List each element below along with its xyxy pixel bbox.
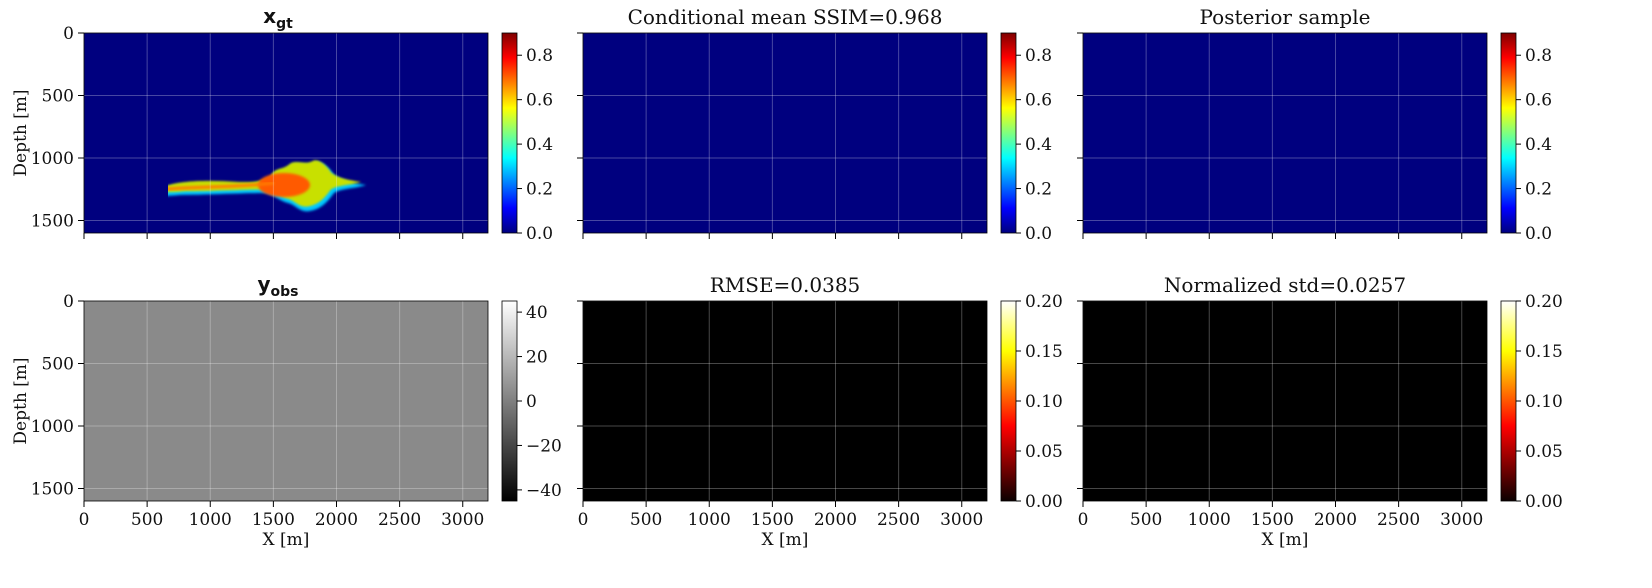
colorbar-tick-label-1: 0.2	[1025, 180, 1052, 200]
x-tick-label-3000: 3000	[1440, 510, 1483, 530]
x-tick-label-0: 0	[578, 510, 589, 530]
plume-streak	[168, 181, 275, 191]
panel-title: RMSE=0.0385	[710, 273, 861, 297]
image-background	[583, 301, 987, 501]
x-tick-label-2500: 2500	[1377, 510, 1420, 530]
colorbar-tick-label-0: 0.00	[1025, 492, 1063, 512]
x-tick-label-2000: 2000	[1314, 510, 1357, 530]
image-background	[1083, 33, 1487, 233]
colorbar-tick-label-4: 0.8	[1025, 46, 1052, 66]
panel-rmse: 0 500 1000 1500 2000 2500 3000 X [m] RMSE=0.0385…	[577, 273, 1063, 550]
x-tick-label-1000: 1000	[189, 510, 232, 530]
colorbar-tick-label-2: 0.10	[1525, 392, 1563, 412]
axes-frame	[1082, 32, 1488, 234]
colorbar-tick-label-2: 0.4	[526, 135, 553, 155]
panel-title: Posterior sample	[1200, 5, 1371, 29]
image-background	[84, 301, 488, 501]
colorbar	[1000, 32, 1017, 234]
y-tick-label-500: 500	[42, 355, 74, 375]
y-tick-label-500: 500	[42, 87, 74, 107]
colorbar	[1000, 300, 1017, 502]
x-tick-label-500: 500	[630, 510, 662, 530]
colorbar-tick-label-3: 20	[526, 348, 548, 368]
x-tick-label-0: 0	[1078, 510, 1089, 530]
colorbar-tick-label-0: −40	[526, 481, 562, 501]
x-tick-label-500: 500	[131, 510, 163, 530]
colorbar-tick-label-4: 0.8	[1525, 46, 1552, 66]
axes-frame	[83, 32, 489, 234]
x-tick-label-2000: 2000	[315, 510, 358, 530]
y-tick-label-0: 0	[63, 292, 74, 312]
colorbar-tick-label-3: 0.6	[526, 91, 553, 111]
colorbar-tick-label-0: 0.0	[1525, 224, 1552, 244]
y-tick-label-1000: 1000	[31, 417, 74, 437]
axes-frame	[83, 300, 489, 502]
x-axis-label: X [m]	[263, 530, 310, 550]
panel-xgt: 0 500 1000 1500 Depth [m] xgt 0.0 0.2 0.4 0.6 0.8	[11, 4, 553, 244]
x-tick-label-1000: 1000	[1188, 510, 1231, 530]
panel-psample: Posterior sample 0.0 0.2 0.4 0.6 0.8	[1077, 5, 1552, 244]
panel-yobs: 0 500 1000 1500 2000 2500 3000 0 500 1000 1500 Dept…	[11, 272, 562, 550]
panel-title: Conditional mean SSIM=0.968	[628, 5, 943, 29]
colorbar-tick-label-0: 0.0	[1025, 224, 1052, 244]
x-tick-label-3000: 3000	[940, 510, 983, 530]
image-background	[1083, 301, 1487, 501]
y-axis-label: Depth [m]	[11, 89, 31, 176]
colorbar-tick-label-1: 0.2	[526, 180, 553, 200]
colorbar-tick-label-0: 0.0	[526, 224, 553, 244]
x-tick-label-1500: 1500	[252, 510, 295, 530]
x-tick-label-500: 500	[1130, 510, 1162, 530]
colorbar	[1500, 300, 1517, 502]
colorbar-tick-label-3: 0.15	[1525, 342, 1563, 362]
colorbar-tick-label-3: 0.6	[1025, 91, 1052, 111]
colorbar-tick-label-0: 0.00	[1525, 492, 1563, 512]
colorbar-tick-label-2: 0	[526, 392, 537, 412]
panel-cmean: Conditional mean SSIM=0.968 0.0 0.2 0.4 0.6 0…	[577, 5, 1052, 244]
x-tick-label-1000: 1000	[688, 510, 731, 530]
plume-core	[258, 173, 310, 197]
panel-title: Normalized std=0.0257	[1164, 273, 1406, 297]
panel-nstd: 0 500 1000 1500 2000 2500 3000 X [m] Normalized …	[1077, 273, 1563, 550]
y-axis-label: Depth [m]	[11, 357, 31, 444]
colorbar-tick-label-1: 0.2	[1525, 180, 1552, 200]
panel-title: yobs	[257, 272, 298, 300]
colorbar-tick-label-3: 0.15	[1025, 342, 1063, 362]
image-background	[84, 33, 488, 233]
colorbar-tick-label-2: 0.10	[1025, 392, 1063, 412]
axes-frame	[582, 32, 988, 234]
colorbar-tick-label-3: 0.6	[1525, 91, 1552, 111]
colorbar-tick-label-4: 0.20	[1525, 292, 1563, 312]
x-tick-label-2500: 2500	[378, 510, 421, 530]
x-tick-label-1500: 1500	[751, 510, 794, 530]
x-tick-label-1500: 1500	[1251, 510, 1294, 530]
colorbar-tick-label-4: 0.8	[526, 46, 553, 66]
y-tick-label-0: 0	[63, 24, 74, 44]
axes-frame	[1082, 300, 1488, 502]
x-tick-label-2000: 2000	[814, 510, 857, 530]
x-tick-label-2500: 2500	[877, 510, 920, 530]
x-tick-label-3000: 3000	[441, 510, 484, 530]
x-tick-label-0: 0	[79, 510, 90, 530]
colorbar-tick-label-1: 0.05	[1025, 442, 1063, 462]
image-content	[168, 160, 366, 212]
y-tick-label-1000: 1000	[31, 149, 74, 169]
colorbar-tick-label-2: 0.4	[1525, 135, 1552, 155]
colorbar	[1500, 32, 1517, 234]
colorbar-tick-label-1: −20	[526, 436, 562, 456]
axes-frame	[582, 300, 988, 502]
colorbar	[501, 300, 518, 502]
image-background	[583, 33, 987, 233]
colorbar-tick-label-4: 40	[526, 303, 548, 323]
colorbar	[501, 32, 518, 234]
panel-title: xgt	[263, 4, 293, 32]
x-axis-label: X [m]	[1262, 530, 1309, 550]
colorbar-tick-label-2: 0.4	[1025, 135, 1052, 155]
y-tick-label-1500: 1500	[31, 212, 74, 232]
y-tick-label-1500: 1500	[31, 480, 74, 500]
colorbar-tick-label-1: 0.05	[1525, 442, 1563, 462]
x-axis-label: X [m]	[762, 530, 809, 550]
colorbar-tick-label-4: 0.20	[1025, 292, 1063, 312]
